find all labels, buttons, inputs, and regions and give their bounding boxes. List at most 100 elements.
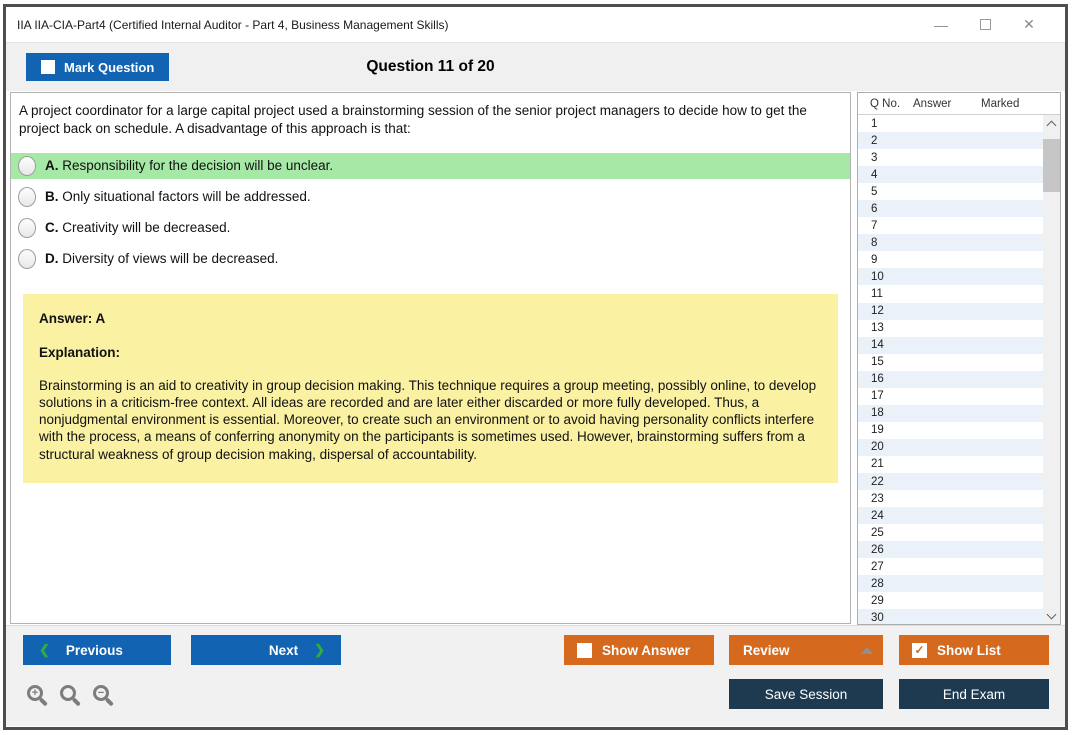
question-list-row[interactable]: 29	[858, 592, 1043, 609]
option-letter: A.	[45, 158, 59, 174]
question-list-row[interactable]: 1	[858, 115, 1043, 132]
row-qno: 10	[871, 270, 884, 283]
header-band: Mark Question Question 11 of 20	[6, 43, 1065, 91]
question-list-panel: Q No. Answer Marked 1 2 3 4 5 6 7 8 9 10 11 12 13 14 1…	[857, 92, 1061, 625]
next-button[interactable]: Next ❯	[191, 635, 341, 665]
radio-icon[interactable]	[18, 217, 36, 238]
question-list-row[interactable]: 16	[858, 370, 1043, 388]
previous-label: Previous	[65, 642, 123, 658]
question-list-row[interactable]: 9	[858, 251, 1043, 268]
option-a[interactable]: A. Responsibility for the decision will …	[11, 152, 850, 179]
question-list-row[interactable]: 21	[858, 456, 1043, 473]
question-list-row[interactable]: 24	[858, 507, 1043, 525]
answer-label: Answer: A	[39, 310, 106, 326]
radio-icon[interactable]	[18, 155, 36, 176]
save-session-button[interactable]: Save Session	[729, 679, 883, 709]
question-list-row[interactable]: 13	[858, 320, 1043, 337]
explanation-body: Brainstorming is an aid to creativity in…	[39, 377, 817, 462]
explanation-heading: Explanation:	[39, 344, 121, 360]
bottom-bar: ❮ Previous Next ❯ Show Answer Review ✓ S…	[6, 625, 1065, 726]
question-list-row[interactable]: 28	[858, 575, 1043, 593]
question-list-header: Q No. Answer Marked	[858, 93, 1060, 115]
end-exam-button[interactable]: End Exam	[899, 679, 1049, 709]
question-list-row[interactable]: 8	[858, 234, 1043, 252]
app-window: IIA IIA-CIA-Part4 (Certified Internal Au…	[3, 4, 1068, 730]
row-qno: 14	[871, 339, 884, 352]
minimize-button[interactable]: —	[919, 10, 963, 40]
scroll-down-icon[interactable]	[1043, 607, 1060, 624]
radio-icon[interactable]	[18, 248, 36, 269]
question-list-row[interactable]: 3	[858, 149, 1043, 166]
question-list-row[interactable]: 11	[858, 285, 1043, 302]
question-list-row[interactable]: 22	[858, 472, 1043, 491]
window-controls: — ✕	[919, 10, 1065, 40]
row-qno: 18	[871, 407, 884, 420]
show-answer-label: Show Answer	[602, 642, 691, 658]
question-list-row[interactable]: 4	[858, 166, 1043, 184]
option-d[interactable]: D. Diversity of views will be decreased.	[11, 246, 850, 272]
next-label: Next	[268, 642, 299, 658]
show-list-checkbox[interactable]: ✓	[912, 642, 927, 658]
question-list-row[interactable]: 2	[858, 132, 1043, 150]
show-answer-checkbox[interactable]	[577, 642, 592, 658]
row-qno: 13	[871, 322, 884, 335]
row-qno: 23	[871, 492, 884, 505]
mark-question-label: Mark Question	[64, 59, 155, 75]
radio-icon[interactable]	[18, 186, 36, 207]
question-list-row[interactable]: 6	[858, 200, 1043, 218]
question-list-row[interactable]: 10	[858, 268, 1043, 286]
question-list-row[interactable]: 15	[858, 354, 1043, 371]
row-qno: 9	[871, 253, 878, 266]
chevron-right-icon: ❯	[314, 642, 325, 657]
question-list-row[interactable]: 5	[858, 183, 1043, 200]
scrollbar-thumb[interactable]	[1043, 139, 1060, 192]
question-list-row[interactable]: 7	[858, 217, 1043, 234]
option-c[interactable]: C. Creativity will be decreased.	[11, 215, 850, 241]
question-list-row[interactable]: 25	[858, 524, 1043, 541]
question-list-scrollbar[interactable]	[1043, 115, 1060, 624]
question-list-row[interactable]: 27	[858, 558, 1043, 575]
review-label: Review	[743, 642, 790, 658]
row-qno: 21	[871, 458, 884, 471]
question-list-row[interactable]: 26	[858, 541, 1043, 559]
option-label: Creativity will be decreased.	[62, 220, 231, 236]
zoom-out-icon[interactable]: −	[93, 685, 109, 701]
title-bar: IIA IIA-CIA-Part4 (Certified Internal Au…	[6, 7, 1065, 43]
zoom-reset-icon[interactable]	[60, 685, 76, 701]
review-dropdown-button[interactable]: Review	[729, 635, 883, 665]
question-list-row[interactable]: 17	[858, 388, 1043, 405]
row-qno: 6	[871, 202, 878, 215]
mark-question-checkbox[interactable]	[41, 60, 55, 74]
options-list: A. Responsibility for the decision will …	[11, 152, 850, 272]
maximize-button[interactable]	[963, 10, 1007, 40]
question-list-row[interactable]: 23	[858, 490, 1043, 507]
close-button[interactable]: ✕	[1007, 10, 1051, 40]
mark-question-button[interactable]: Mark Question	[26, 53, 170, 81]
question-list-row[interactable]: 20	[858, 438, 1043, 456]
maximize-icon	[979, 19, 991, 30]
option-label: Responsibility for the decision will be …	[62, 158, 334, 174]
option-label: Only situational factors will be address…	[62, 189, 311, 205]
question-list-row[interactable]: 18	[858, 404, 1043, 422]
row-qno: 19	[871, 424, 884, 437]
row-qno: 3	[871, 151, 878, 164]
option-b[interactable]: B. Only situational factors will be addr…	[11, 184, 850, 210]
show-list-button[interactable]: ✓ Show List	[899, 635, 1049, 665]
row-qno: 8	[871, 236, 878, 249]
col-marked: Marked	[981, 97, 1020, 110]
question-list-row[interactable]: 30	[858, 609, 1043, 624]
question-list-row[interactable]: 19	[858, 422, 1043, 439]
previous-button[interactable]: ❮ Previous	[23, 635, 171, 665]
zoom-in-icon[interactable]: +	[27, 685, 43, 701]
question-list-row[interactable]: 12	[858, 302, 1043, 320]
show-answer-button[interactable]: Show Answer	[564, 635, 714, 665]
row-qno: 16	[871, 373, 884, 386]
option-letter: B.	[45, 189, 59, 205]
question-text: A project coordinator for a large capita…	[19, 103, 807, 136]
question-list-row[interactable]: 14	[858, 336, 1043, 354]
row-qno: 7	[871, 219, 878, 232]
col-qno: Q No.	[870, 97, 901, 110]
row-qno: 12	[871, 305, 884, 318]
scroll-up-icon[interactable]	[1043, 115, 1060, 132]
chevron-left-icon: ❮	[39, 642, 50, 657]
